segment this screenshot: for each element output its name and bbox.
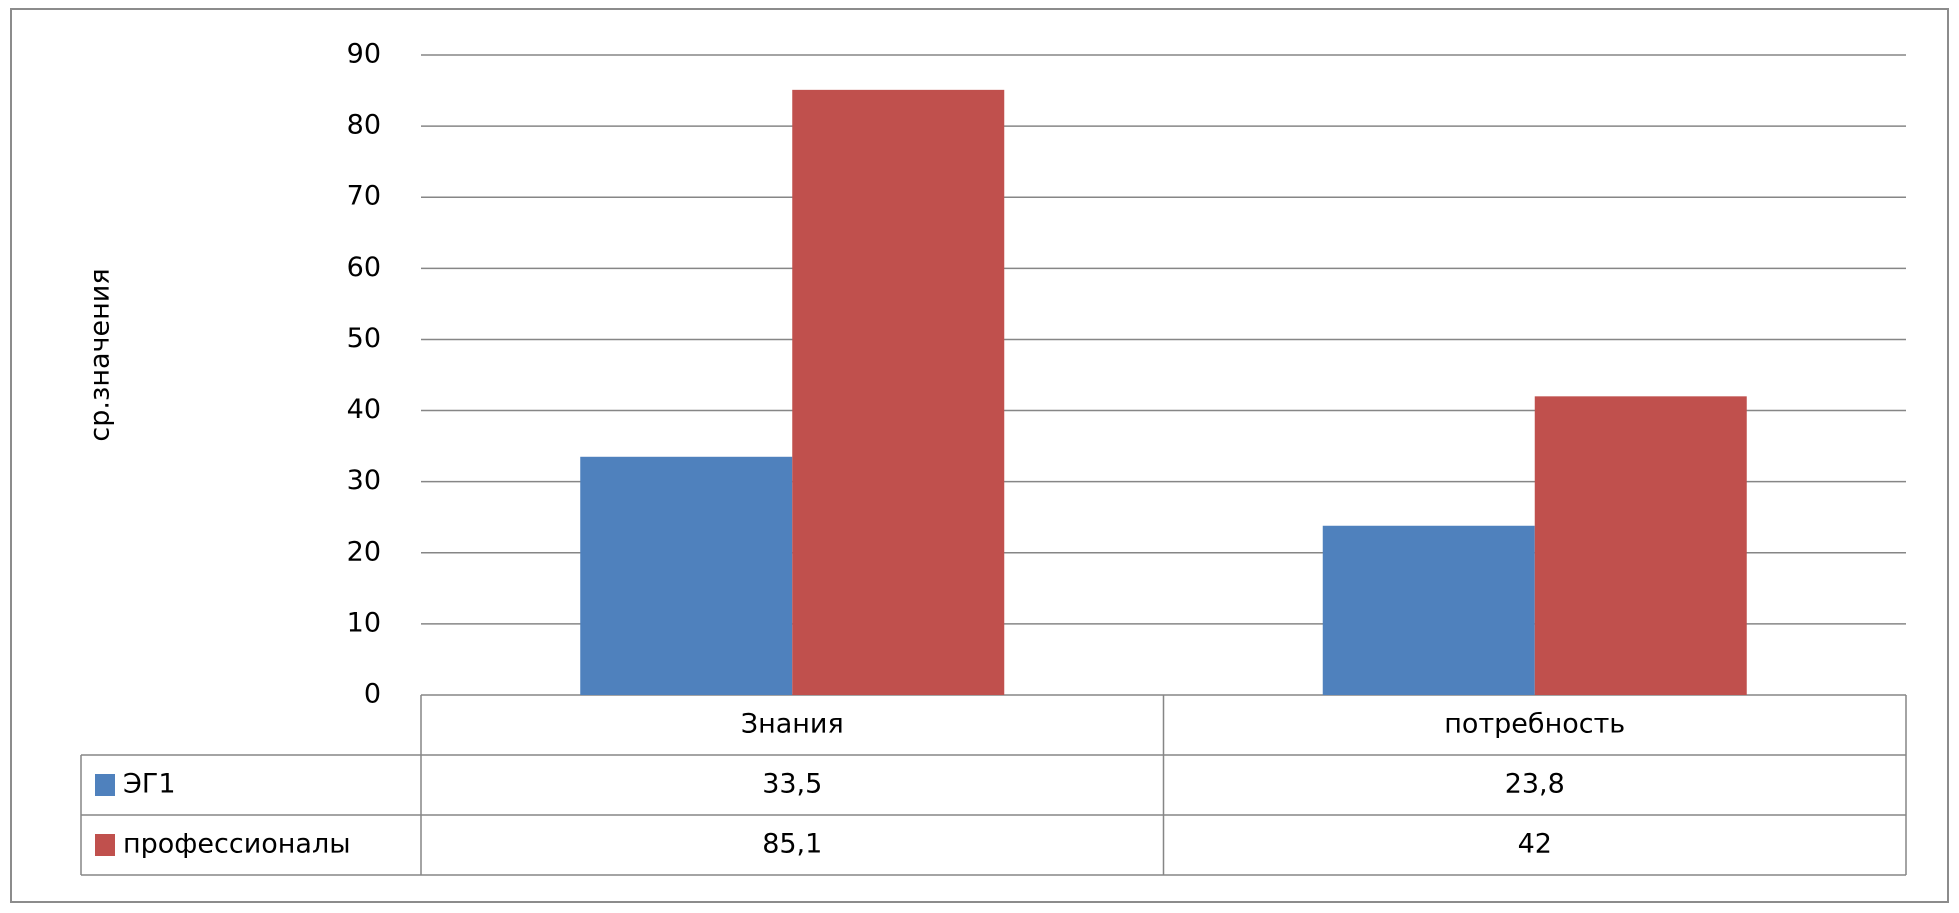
y-tick-label: 20 — [347, 536, 381, 567]
y-tick-label: 30 — [347, 465, 381, 496]
y-axis-label: ср.значения — [85, 268, 116, 441]
x-tick-label: Знания — [741, 709, 844, 740]
data-table: Знания потребность ЭГ1 33,5 23,8 профессионал… — [80, 695, 1907, 876]
data-table-value: 42 — [1518, 829, 1552, 860]
data-table-value: 85,1 — [762, 829, 822, 860]
y-tick-label: 0 — [364, 679, 381, 710]
x-tick-label: потребность — [1444, 709, 1625, 740]
y-tick-label: 90 — [347, 39, 381, 70]
bar-2-2 — [1534, 396, 1747, 695]
legend-label-2: профессионалы — [123, 829, 351, 860]
legend-swatch-1 — [95, 774, 115, 796]
y-tick-label: 50 — [347, 323, 381, 354]
y-tick-label: 70 — [347, 181, 381, 212]
bar-1-1 — [580, 456, 793, 695]
bars — [580, 89, 1747, 696]
data-table-value: 33,5 — [762, 769, 822, 800]
y-tick-label: 60 — [347, 252, 381, 283]
legend-swatch-2 — [95, 834, 115, 856]
data-table-value: 23,8 — [1505, 769, 1565, 800]
bar-2-1 — [792, 89, 1005, 696]
y-tick-label: 80 — [347, 110, 381, 141]
y-tick-label: 40 — [347, 394, 381, 425]
legend-label-1: ЭГ1 — [123, 769, 176, 800]
bar-1-2 — [1322, 525, 1535, 695]
y-tick-label: 10 — [347, 607, 381, 638]
y-tick-labels: 0 10 20 30 40 50 60 70 80 90 — [347, 39, 381, 710]
